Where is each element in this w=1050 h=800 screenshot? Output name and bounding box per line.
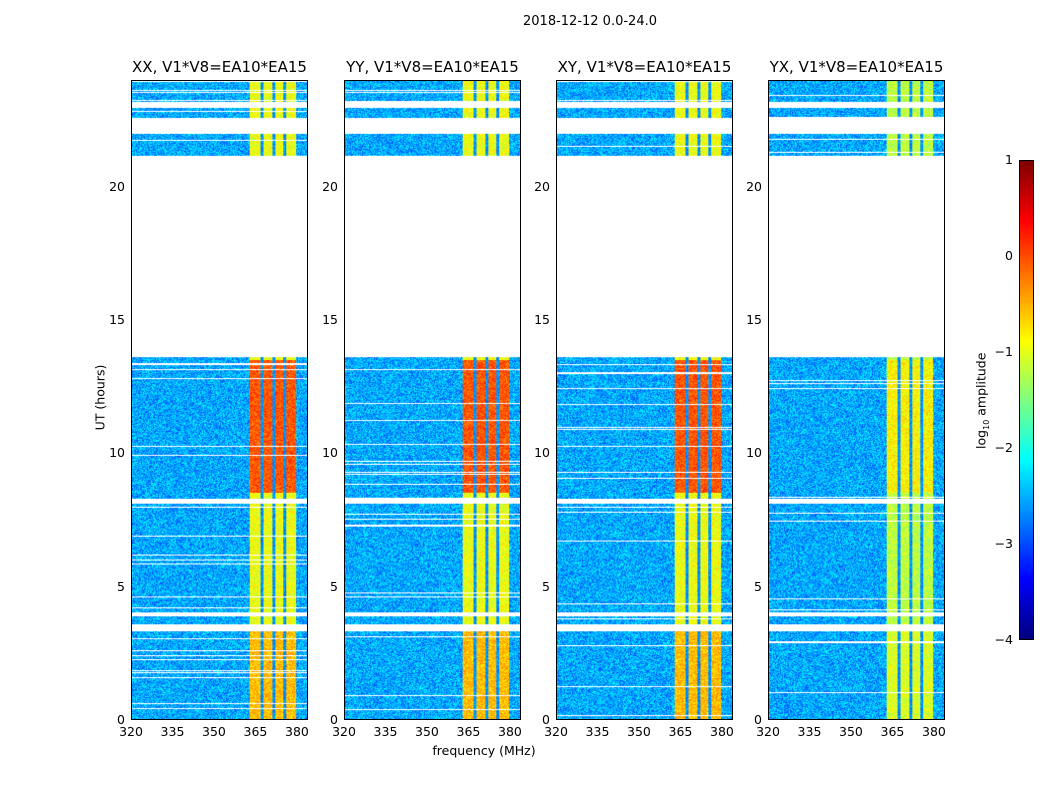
x-tick-label: 335 xyxy=(797,724,822,739)
x-tick-label: 380 xyxy=(922,724,946,739)
y-tick-label: 0 xyxy=(330,712,338,727)
heatmap-image xyxy=(132,81,307,719)
heatmap-panel xyxy=(556,80,733,720)
y-tick-label: 20 xyxy=(109,178,125,194)
colorbar-tick-label: −3 xyxy=(994,536,1013,551)
figure-title: 2018-12-12 0.0-24.0 xyxy=(523,14,657,29)
colorbar-tick-label: −2 xyxy=(994,440,1013,455)
heatmap-panel xyxy=(768,80,945,720)
x-tick-label: 380 xyxy=(710,724,734,739)
y-axis-label: UT (hours) xyxy=(92,364,108,431)
x-tick-label: 380 xyxy=(498,724,522,739)
y-tick-label: 15 xyxy=(534,312,550,327)
y-tick-label: 0 xyxy=(117,712,125,727)
x-tick-label: 320 xyxy=(119,724,143,739)
heatmap-image xyxy=(557,81,732,719)
y-tick-label: 20 xyxy=(746,178,762,194)
x-tick-label: 365 xyxy=(668,724,693,739)
x-tick-label: 365 xyxy=(243,724,268,739)
panel-title: XX, V1*V8=EA10*EA15 xyxy=(132,58,307,76)
x-tick-label: 350 xyxy=(839,724,863,739)
panel-title: YX, V1*V8=EA10*EA15 xyxy=(769,58,944,76)
y-tick-label: 10 xyxy=(534,445,550,461)
heatmap-panel xyxy=(131,80,308,720)
y-tick-label: 20 xyxy=(534,178,550,194)
y-tick-label: 0 xyxy=(754,712,762,727)
x-tick-label: 320 xyxy=(544,724,568,739)
y-tick-label: 10 xyxy=(109,445,125,461)
x-tick-label: 365 xyxy=(456,724,481,739)
y-tick-label: 5 xyxy=(754,578,762,594)
x-tick-label: 320 xyxy=(332,724,356,739)
y-tick-label: 5 xyxy=(117,578,125,594)
colorbar-tick-label: 0 xyxy=(1005,248,1013,263)
x-tick-label: 335 xyxy=(160,724,185,739)
y-tick-label: 5 xyxy=(542,578,550,594)
x-tick-label: 350 xyxy=(202,724,226,739)
heatmap-panel xyxy=(344,80,521,720)
x-tick-label: 350 xyxy=(415,724,439,739)
y-tick-label: 0 xyxy=(542,712,550,727)
y-tick-label: 20 xyxy=(322,178,338,194)
x-tick-label: 350 xyxy=(627,724,651,739)
y-tick-label: 15 xyxy=(322,312,338,327)
y-tick-label: 15 xyxy=(746,312,762,327)
heatmap-image xyxy=(769,81,944,719)
heatmap-image xyxy=(345,81,520,719)
x-tick-label: 335 xyxy=(585,724,610,739)
x-tick-label: 320 xyxy=(756,724,780,739)
x-tick-label: 380 xyxy=(285,724,309,739)
colorbar-tick-label: −4 xyxy=(994,632,1013,647)
colorbar-tick-label: −1 xyxy=(994,344,1013,359)
colorbar-tick-label: 1 xyxy=(1005,152,1013,167)
y-tick-label: 5 xyxy=(330,578,338,594)
x-tick-label: 365 xyxy=(880,724,905,739)
colorbar xyxy=(1019,160,1034,640)
x-axis-label: frequency (MHz) xyxy=(432,743,536,758)
x-tick-label: 335 xyxy=(373,724,398,739)
panel-title: XY, V1*V8=EA10*EA15 xyxy=(557,58,732,76)
y-tick-label: 15 xyxy=(109,312,125,327)
panel-title: YY, V1*V8=EA10*EA15 xyxy=(346,58,519,76)
y-tick-label: 10 xyxy=(322,445,338,461)
y-tick-label: 10 xyxy=(746,445,762,461)
